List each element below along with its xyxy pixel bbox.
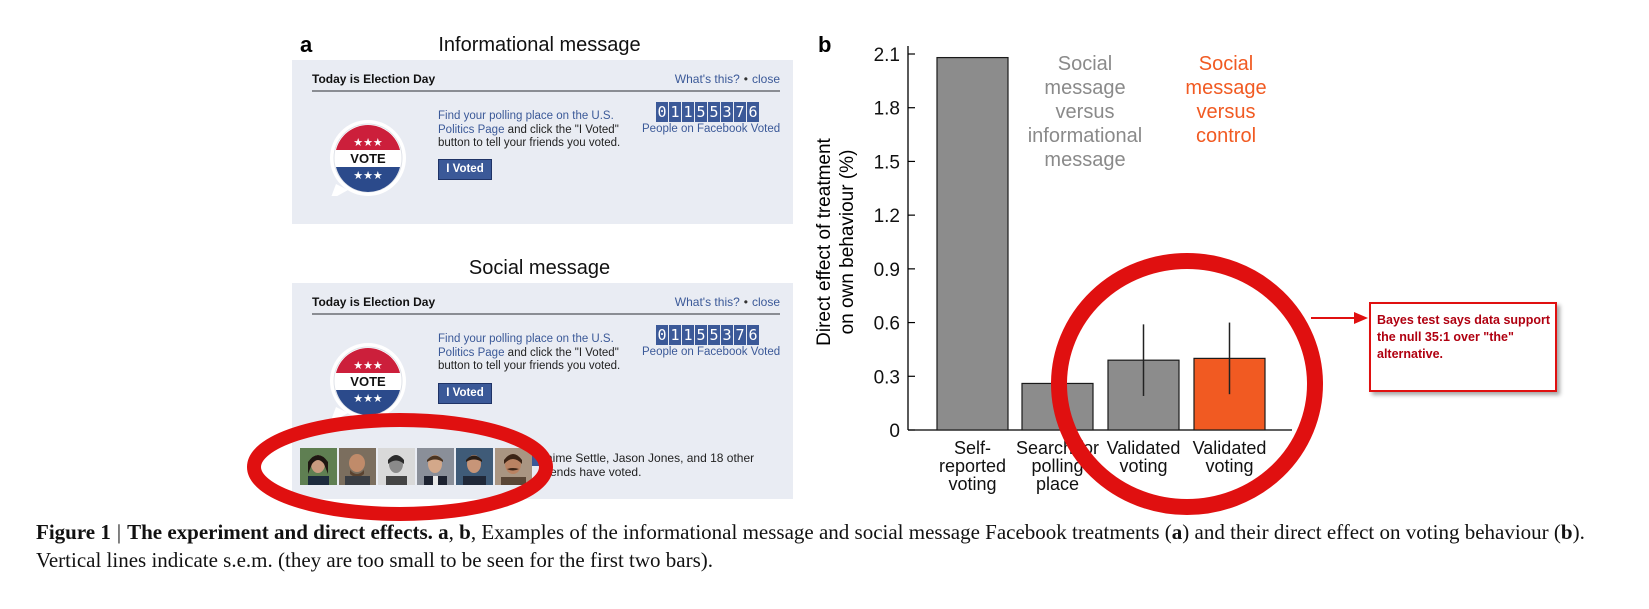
header-links: What's this? • close: [674, 295, 780, 309]
x-category-label: voting: [1119, 456, 1167, 476]
x-category-label: Validated: [1107, 438, 1181, 458]
counter-caption: People on Facebook Voted: [642, 123, 781, 135]
y-tick-label: 0.6: [874, 314, 900, 335]
y-tick-label: 0: [889, 421, 900, 442]
caption-text-1: , Examples of the informational message …: [470, 520, 1172, 544]
bayes-annotation-text: Bayes test says data support the null 35…: [1377, 313, 1550, 361]
counter-digit: 3: [721, 102, 733, 122]
social-message-title: Social message: [468, 257, 611, 279]
x-category-label: voting: [948, 474, 996, 494]
panel-b-letter: b: [818, 32, 832, 57]
counter-digit: 5: [695, 325, 707, 345]
counter-digit: 1: [682, 325, 694, 345]
x-category-label: reported: [939, 456, 1006, 476]
group-label-social-vs-informational: Social message versus informational mess…: [1027, 53, 1143, 171]
caption-figure-number: Figure 1: [36, 520, 111, 544]
y-tick-label: 2.1: [874, 45, 900, 66]
caption-panel-a: a: [438, 520, 449, 544]
x-category-label: Validated: [1193, 438, 1267, 458]
counter-digit: 0: [656, 325, 668, 345]
y-tick-label: 1.2: [874, 206, 900, 227]
polling-message: Find your polling place on the U.S. Poli…: [438, 110, 648, 151]
header-links: What's this? • close: [674, 72, 780, 86]
svg-text:★★★: ★★★: [353, 136, 383, 149]
whats-this-link[interactable]: What's this?: [674, 72, 740, 86]
y-tick-label: 1.5: [874, 152, 900, 173]
card-header: Today is Election Day What's this? • close: [312, 295, 780, 315]
caption-heading: The experiment and direct effects.: [127, 520, 433, 544]
x-category-label: Search for: [1016, 438, 1099, 458]
close-link[interactable]: close: [751, 72, 780, 86]
svg-text:★★★: ★★★: [353, 169, 383, 182]
counter-digit: 6: [747, 102, 759, 122]
vote-badge-icon: ★★★ ★★★ VOTE: [330, 343, 406, 419]
counter-digit: 1: [682, 102, 694, 122]
figure-caption: Figure 1 | The experiment and direct effec…: [36, 520, 1585, 572]
y-tick-label: 1.8: [874, 99, 900, 120]
close-link[interactable]: close: [751, 295, 780, 309]
vote-badge-text: VOTE: [350, 151, 386, 166]
bar-1: [936, 56, 1009, 431]
y-tick-label: 0.3: [874, 367, 900, 388]
counter-caption: People on Facebook Voted: [642, 346, 781, 358]
election-day-heading: Today is Election Day: [312, 295, 436, 309]
counter-digit: 5: [695, 102, 707, 122]
x-category-label: place: [1036, 474, 1079, 494]
x-category-label: Self-: [954, 438, 991, 458]
counter-digit: 7: [734, 325, 746, 345]
vote-badge-text: VOTE: [350, 374, 386, 389]
bar-2: [1021, 382, 1094, 431]
card-header: Today is Election Day What's this? • close: [312, 72, 780, 92]
vote-badge-icon: ★★★ ★★★ VOTE: [330, 120, 406, 196]
whats-this-link[interactable]: What's this?: [674, 295, 740, 309]
y-tick-label: 0.9: [874, 260, 900, 281]
counter-digit: 1: [669, 102, 681, 122]
caption-ref-b: b: [1560, 520, 1573, 544]
caption-text-3: ). Vertical lines indicate s.e.m. (they …: [36, 520, 1585, 572]
polling-place-link[interactable]: Find your polling place on the U.S. Poli…: [438, 110, 614, 136]
informational-message-card: Today is Election Day What's this? • close…: [292, 60, 793, 224]
bayes-annotation-box: Bayes test says data support the null 35…: [1369, 302, 1557, 392]
polling-place-link[interactable]: Find your polling place on the U.S. Poli…: [438, 333, 614, 359]
panel-a-letter: a: [300, 32, 313, 57]
caption-panel-b: b: [459, 520, 471, 544]
counter-digit: 7: [734, 102, 746, 122]
i-voted-button[interactable]: I Voted: [438, 383, 492, 404]
i-voted-button[interactable]: I Voted: [438, 159, 492, 180]
counter-digit: 1: [669, 325, 681, 345]
counter-digit: 5: [708, 102, 720, 122]
informational-message-title: Informational message: [438, 34, 641, 56]
group-label-social-vs-control: Social message versus control: [1185, 53, 1267, 147]
svg-text:★★★: ★★★: [353, 359, 383, 372]
caption-ref-a: a: [1171, 520, 1183, 544]
counter-digit: 5: [708, 325, 720, 345]
counter-digit: 0: [656, 102, 668, 122]
x-category-label: voting: [1205, 456, 1253, 476]
counter-digit: 3: [721, 325, 733, 345]
polling-message: Find your polling place on the U.S. Poli…: [438, 333, 648, 374]
x-category-label: polling: [1031, 456, 1083, 476]
svg-text:★★★: ★★★: [353, 392, 383, 405]
caption-text-2: ) and their direct effect on voting beha…: [1182, 520, 1561, 544]
friends-voted-text: Jaime Settle, Jason Jones, and 18 other …: [540, 451, 755, 479]
polling-message-rest: and click the "I Voted" button to tell y…: [438, 346, 621, 373]
election-day-heading: Today is Election Day: [312, 72, 436, 86]
counter-digit: 6: [747, 325, 759, 345]
polling-message-rest: and click the "I Voted" button to tell y…: [438, 123, 621, 150]
